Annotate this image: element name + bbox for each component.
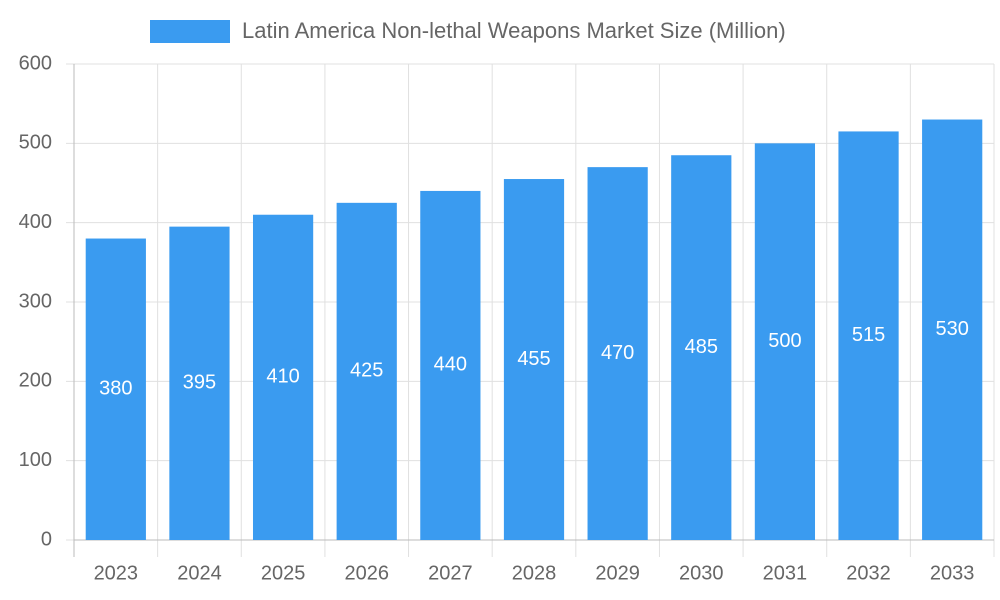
- bar: [754, 143, 816, 541]
- x-tick-label: 2027: [428, 562, 473, 584]
- data-label: 515: [852, 324, 885, 346]
- y-tick-label: 200: [19, 370, 52, 392]
- data-label: 440: [434, 354, 467, 376]
- data-label: 425: [350, 360, 383, 382]
- x-tick-label: 2024: [177, 562, 222, 584]
- bar: [922, 119, 983, 541]
- data-label: 485: [685, 336, 718, 358]
- data-label: 395: [183, 372, 216, 394]
- bar: [503, 179, 565, 541]
- x-tick-label: 2030: [679, 562, 724, 584]
- x-tick-label: 2032: [846, 562, 891, 584]
- y-tick-label: 500: [19, 132, 52, 154]
- data-label: 530: [935, 318, 968, 340]
- y-tick-label: 100: [19, 449, 52, 471]
- y-tick-label: 600: [19, 52, 52, 74]
- data-label: 410: [266, 366, 299, 388]
- bar: [838, 131, 899, 540]
- x-tick-label: 2025: [261, 562, 306, 584]
- legend: Latin America Non-lethal Weapons Market …: [150, 18, 786, 43]
- bar: [671, 155, 732, 540]
- x-tick-label: 2028: [512, 562, 557, 584]
- bar: [85, 238, 146, 541]
- y-tick-label: 400: [19, 211, 52, 233]
- x-tick-label: 2023: [94, 562, 139, 584]
- data-label: 380: [99, 378, 132, 400]
- y-tick-label: 0: [41, 528, 52, 550]
- legend-label: Latin America Non-lethal Weapons Market …: [242, 18, 786, 43]
- x-tick-label: 2031: [763, 562, 808, 584]
- y-tick-label: 300: [19, 290, 52, 312]
- bar: [252, 214, 314, 540]
- x-tick-label: 2026: [344, 562, 389, 584]
- legend-swatch: [150, 20, 230, 43]
- data-label: 455: [517, 348, 550, 370]
- data-label: 500: [768, 330, 801, 352]
- bar: [420, 190, 481, 540]
- bar: [336, 202, 397, 541]
- x-tick-label: 2033: [930, 562, 975, 584]
- bar: [587, 167, 648, 540]
- x-tick-label: 2029: [595, 562, 640, 584]
- data-label: 470: [601, 342, 634, 364]
- bar: [169, 226, 230, 540]
